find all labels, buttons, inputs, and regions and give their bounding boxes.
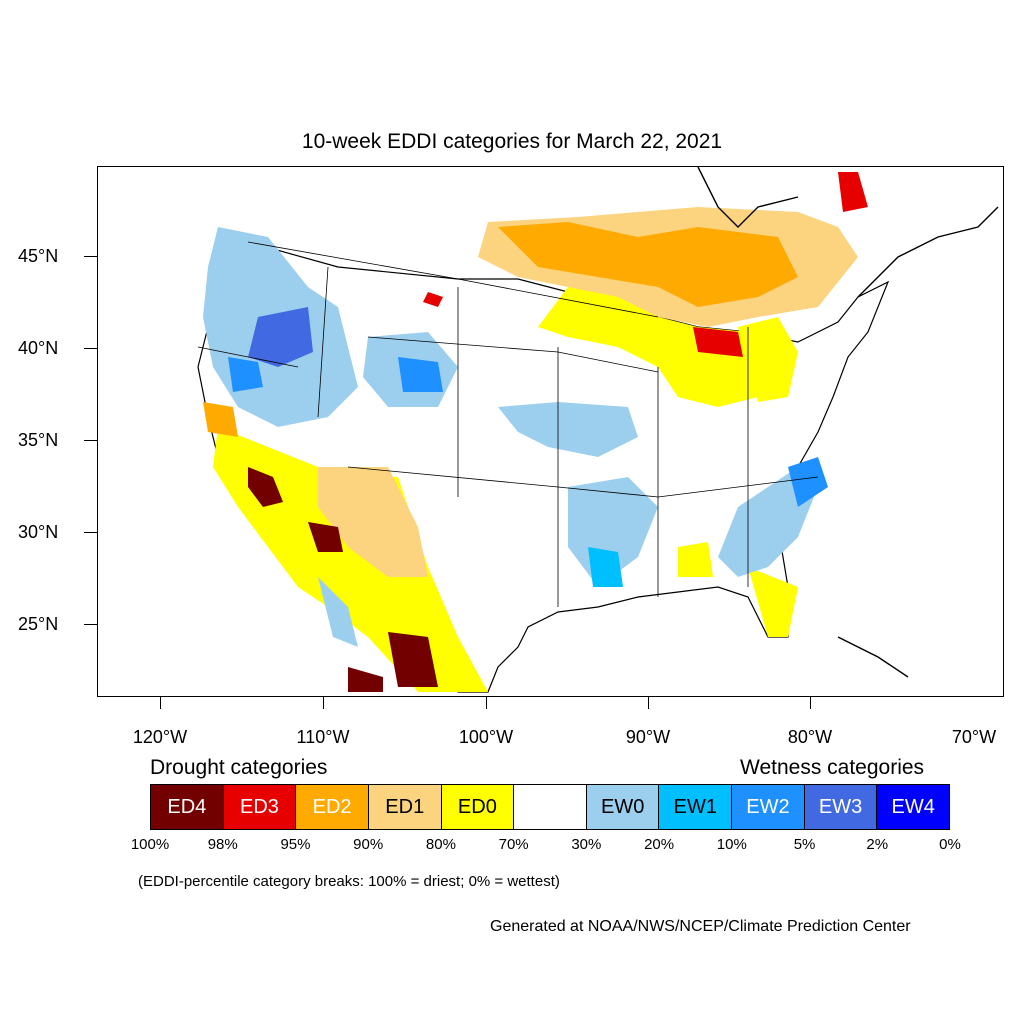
lon-label: 80°W bbox=[787, 727, 833, 747]
legend-break-label: 20% bbox=[644, 836, 675, 853]
lat-label: 25°N bbox=[18, 614, 59, 634]
legend-break-label: 100% bbox=[130, 836, 170, 853]
lat-label: 35°N bbox=[18, 430, 59, 450]
drought-areas bbox=[203, 172, 868, 692]
lon-tick bbox=[323, 697, 324, 709]
lon-label: 100°W bbox=[458, 727, 514, 747]
legend-cell-ew1: EW1 bbox=[659, 785, 733, 829]
state-borders bbox=[197, 241, 819, 607]
lat-label: 30°N bbox=[18, 522, 59, 542]
lon-label: 110°W bbox=[296, 727, 350, 747]
legend-break-label: 70% bbox=[498, 836, 529, 853]
lon-label: 70°W bbox=[951, 727, 997, 747]
legend-break-label: 80% bbox=[425, 836, 456, 853]
lon-tick bbox=[648, 697, 649, 709]
wetness-areas bbox=[203, 227, 828, 647]
lon-label: 120°W bbox=[132, 727, 188, 747]
wetness-heading: Wetness categories bbox=[740, 756, 925, 779]
eddi-map bbox=[97, 166, 1004, 697]
legend-cell-ew4: EW4 bbox=[877, 785, 950, 829]
lon-tick bbox=[810, 697, 811, 709]
category-note: (EDDI-percentile category breaks: 100% =… bbox=[138, 873, 560, 890]
legend-cell-ed2: ED2 bbox=[296, 785, 369, 829]
map-title: 10-week EDDI categories for March 22, 20… bbox=[301, 130, 723, 153]
lon-tick bbox=[486, 697, 487, 709]
legend-break-label: 0% bbox=[939, 836, 961, 853]
legend-cell-ed0: ED0 bbox=[441, 785, 515, 829]
lat-label: 45°N bbox=[18, 246, 59, 266]
legend-cell-ed1: ED1 bbox=[368, 785, 442, 829]
lat-tick bbox=[84, 256, 97, 257]
legend-break-label: 2% bbox=[866, 836, 889, 853]
legend-cell-ed3: ED3 bbox=[223, 785, 297, 829]
drought-heading: Drought categories bbox=[150, 756, 328, 779]
lat-tick bbox=[84, 440, 97, 441]
legend-cell-ew0: EW0 bbox=[586, 785, 660, 829]
legend-cell-ew3: EW3 bbox=[804, 785, 878, 829]
lat-label: 40°N bbox=[18, 338, 59, 358]
lon-label: 90°W bbox=[625, 727, 671, 747]
legend-cell-neutral bbox=[514, 785, 587, 829]
legend-break-label: 10% bbox=[716, 836, 747, 853]
legend-cell-ed4: ED4 bbox=[151, 785, 224, 829]
legend-cell-ew2: EW2 bbox=[732, 785, 805, 829]
legend-break-label: 95% bbox=[280, 836, 311, 853]
coastlines bbox=[697, 167, 999, 678]
lon-tick bbox=[160, 697, 161, 709]
lat-tick bbox=[84, 532, 97, 533]
legend-break-label: 30% bbox=[571, 836, 602, 853]
legend-break-label: 5% bbox=[793, 836, 816, 853]
legend-break-label: 98% bbox=[207, 836, 238, 853]
map-canvas bbox=[197, 167, 999, 693]
legend-bar: ED4 ED3 ED2 ED1 ED0 EW0 EW1 EW2 EW3 EW4 bbox=[150, 784, 950, 830]
credit-text: Generated at NOAA/NWS/NCEP/Climate Predi… bbox=[490, 918, 911, 935]
legend-break-label: 90% bbox=[353, 836, 384, 853]
lat-tick bbox=[84, 624, 97, 625]
lat-tick bbox=[84, 348, 97, 349]
